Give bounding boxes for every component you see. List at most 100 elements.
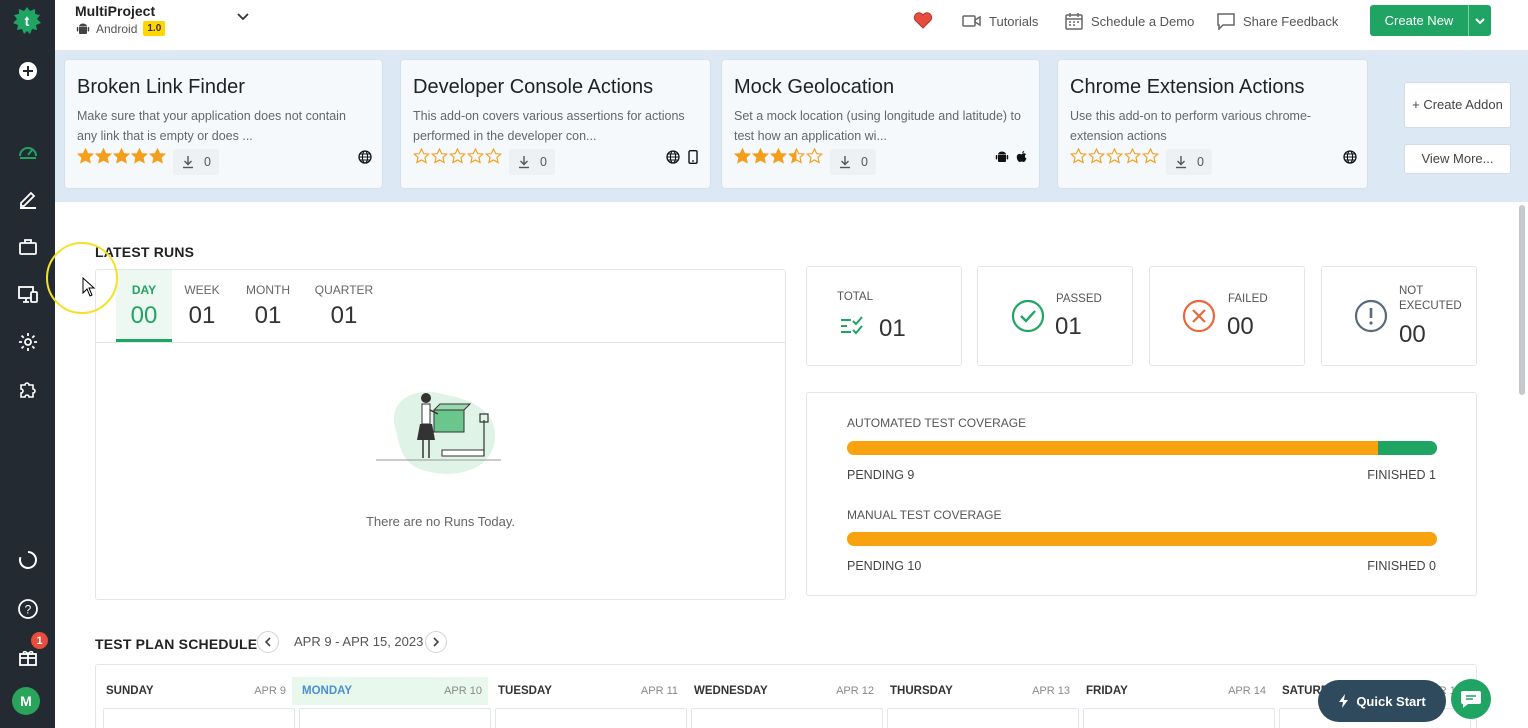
tab-week-label: WEEK <box>184 283 220 297</box>
empty-runs-illustration <box>376 391 501 474</box>
stat-passed-value: 01 <box>1055 313 1082 340</box>
app-logo-icon[interactable]: t <box>12 6 42 36</box>
addon-card-broken-link-finder[interactable]: Broken Link Finder Make sure that your ap… <box>64 59 383 189</box>
addon-title: Broken Link Finder <box>77 76 245 98</box>
tutorials-link[interactable]: Tutorials <box>962 12 1038 30</box>
day-cell[interactable] <box>1083 708 1275 728</box>
addon-card-developer-console-actions[interactable]: Developer Console Actions This add-on cov… <box>400 59 711 189</box>
addon-card-mock-geolocation[interactable]: Mock Geolocation Set a mock location (usi… <box>721 59 1040 189</box>
briefcase-icon[interactable] <box>0 227 55 267</box>
globe-icon <box>666 150 680 164</box>
addon-downloads: 0 <box>1166 149 1212 175</box>
addon-card-chrome-extension-actions[interactable]: Chrome Extension Actions Use this add-on … <box>1057 59 1368 189</box>
button-divider <box>1468 5 1469 36</box>
automated-finished-label: FINISHED 1 <box>1367 468 1436 482</box>
tab-week[interactable]: WEEK 01 <box>180 270 224 342</box>
chevron-left-icon <box>264 637 271 647</box>
day-date: APR 10 <box>444 685 482 697</box>
day-cell[interactable] <box>887 708 1079 728</box>
gift-icon[interactable] <box>0 637 55 677</box>
automated-coverage-bar <box>847 441 1437 455</box>
quick-start-button[interactable]: Quick Start <box>1318 680 1446 722</box>
next-week-button[interactable] <box>425 631 447 653</box>
tab-day-label: DAY <box>131 283 157 297</box>
addon-platforms <box>358 150 372 164</box>
day-name: WEDNESDAY <box>694 685 768 697</box>
view-more-button[interactable]: View More... <box>1404 144 1511 174</box>
star-icon <box>467 148 484 164</box>
chat-icon <box>1461 691 1481 708</box>
lightning-icon <box>1339 694 1349 708</box>
addon-download-count: 0 <box>540 155 547 169</box>
loading-icon[interactable] <box>0 540 55 580</box>
addon-download-count: 0 <box>204 155 211 169</box>
tab-day[interactable]: DAY 00 <box>116 270 172 342</box>
latest-runs-title: LATEST RUNS <box>95 244 195 260</box>
addon-rating <box>413 148 502 164</box>
user-avatar[interactable]: M <box>12 687 40 715</box>
day-date: APR 11 <box>640 685 678 697</box>
tab-quarter[interactable]: QUARTER 01 <box>314 270 374 342</box>
chevron-down-icon[interactable] <box>235 8 251 24</box>
svg-text:?: ? <box>24 603 31 617</box>
download-icon <box>1176 156 1186 169</box>
stat-failed-value: 00 <box>1227 313 1254 340</box>
no-runs-message: There are no Runs Today. <box>365 514 516 529</box>
download-icon <box>183 156 193 169</box>
star-icon <box>806 148 823 164</box>
x-circle-icon <box>1182 299 1216 333</box>
day-cell[interactable] <box>103 708 295 728</box>
download-icon <box>519 156 529 169</box>
add-icon[interactable] <box>0 51 55 91</box>
puzzle-icon[interactable] <box>0 370 55 410</box>
sidebar: t ? 1 M <box>0 0 55 728</box>
schedule-day-tuesday: TUESDAY APR 11 <box>488 665 687 728</box>
heart-icon[interactable] <box>913 11 933 29</box>
addon-platforms <box>666 150 700 164</box>
dashboard-icon[interactable] <box>0 131 55 171</box>
addon-title: Chrome Extension Actions <box>1070 76 1305 98</box>
addon-title: Developer Console Actions <box>413 76 654 98</box>
addon-description: Make sure that your application does not… <box>77 109 346 143</box>
share-feedback-link[interactable]: Share Feedback <box>1216 12 1338 30</box>
help-icon[interactable]: ? <box>0 589 55 629</box>
tab-month[interactable]: MONTH 01 <box>242 270 294 342</box>
stat-not-executed-label: NOT EXECUTED <box>1399 285 1462 312</box>
notification-badge: 1 <box>31 632 48 649</box>
day-date: APR 9 <box>254 685 286 697</box>
day-date: APR 14 <box>1228 685 1266 697</box>
manual-coverage-bar <box>847 532 1437 546</box>
stat-failed-label: FAILED <box>1228 293 1268 305</box>
edit-icon[interactable] <box>0 179 55 219</box>
create-new-dropdown[interactable] <box>1469 15 1491 27</box>
day-cell[interactable] <box>691 708 883 728</box>
addon-downloads: 0 <box>173 149 219 175</box>
schedule-day-friday: FRIDAY APR 14 <box>1076 665 1275 728</box>
schedule-demo-label: Schedule a Demo <box>1091 13 1195 29</box>
create-addon-button[interactable]: + Create Addon <box>1404 82 1511 128</box>
version-badge: 1.0 <box>143 21 166 36</box>
android-icon <box>995 151 1009 162</box>
project-name[interactable]: MultiProject <box>75 3 156 19</box>
comment-icon <box>1217 13 1235 30</box>
chat-button[interactable] <box>1451 679 1491 719</box>
automated-finished-fill <box>1378 441 1437 455</box>
video-icon <box>962 15 981 27</box>
gear-icon[interactable] <box>0 322 55 362</box>
schedule-demo-link[interactable]: Schedule a Demo <box>1064 12 1194 30</box>
create-new-button[interactable]: Create New <box>1370 5 1491 36</box>
day-cell[interactable] <box>299 708 491 728</box>
chevron-down-icon <box>1475 17 1485 24</box>
schedule-day-thursday: THURSDAY APR 13 <box>880 665 1079 728</box>
star-icon <box>1142 148 1159 164</box>
tab-week-value: 01 <box>188 302 216 329</box>
day-cell[interactable] <box>495 708 687 728</box>
devices-icon[interactable] <box>0 274 55 314</box>
addon-downloads: 0 <box>830 149 876 175</box>
prev-week-button[interactable] <box>257 631 279 653</box>
page-scrollbar[interactable] <box>1519 205 1525 395</box>
tab-quarter-value: 01 <box>330 302 358 329</box>
stat-total-value: 01 <box>879 315 906 342</box>
star-icon <box>770 148 787 164</box>
schedule-week-grid: SUNDAY APR 9 MONDAY APR 10 TUESDAY APR 11 WEDN… <box>95 664 1477 728</box>
